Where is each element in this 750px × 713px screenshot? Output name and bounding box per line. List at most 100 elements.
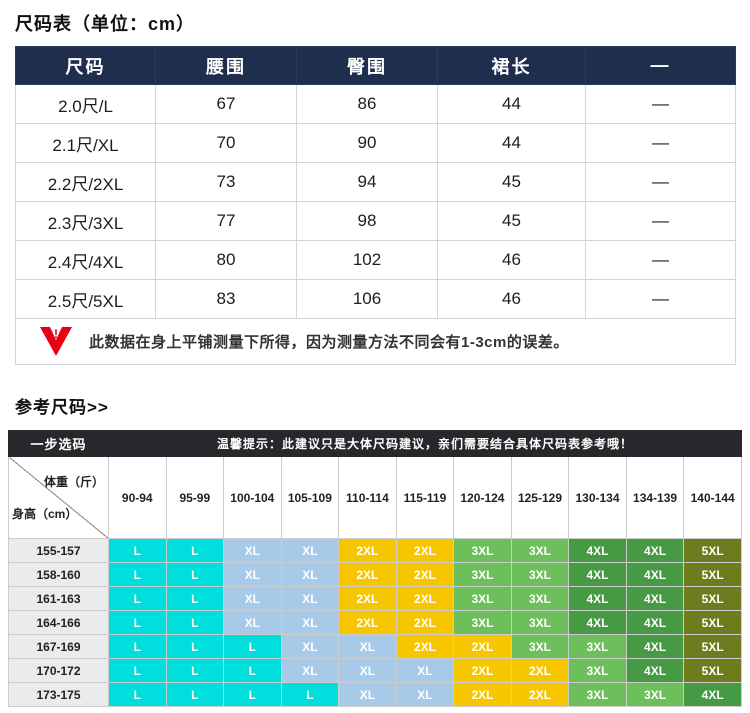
recommended-size-cell: 3XL bbox=[453, 586, 512, 611]
height-range-cell: 167-169 bbox=[8, 634, 109, 659]
recommended-size-cell: 2XL bbox=[395, 586, 455, 611]
recommended-size-cell: 3XL bbox=[568, 682, 627, 707]
measurement-cell: 45 bbox=[437, 201, 586, 241]
recommended-size-cell: XL bbox=[280, 538, 340, 563]
recommended-size-cell: 3XL bbox=[510, 586, 570, 611]
recommended-size-cell: 5XL bbox=[683, 562, 742, 587]
recommended-size-cell: L bbox=[165, 562, 225, 587]
recommended-size-cell: L bbox=[165, 658, 225, 683]
weight-range-header: 100-104 bbox=[223, 456, 282, 539]
recommended-size-cell: L bbox=[223, 682, 282, 707]
recommended-size-cell: XL bbox=[395, 658, 455, 683]
measurement-cell: 90 bbox=[296, 123, 438, 163]
weight-header-row: 体重（斤） 身高（cm） 90-94 95-99 100-104 105-109 110… bbox=[8, 456, 742, 539]
recommended-size-cell: XL bbox=[338, 634, 397, 659]
recommended-size-cell: 4XL bbox=[568, 562, 627, 587]
recommended-size-cell: L bbox=[108, 538, 167, 563]
height-range-cell: 155-157 bbox=[8, 538, 109, 563]
size-chart-section: 尺码表（单位：cm） 尺码 腰围 臀围 裙长 — 2.0尺/L 67 86 44—2.… bbox=[15, 14, 736, 365]
height-range-cell: 164-166 bbox=[8, 610, 109, 635]
col-header-length: 裙长 bbox=[437, 46, 586, 85]
recommended-size-cell: L bbox=[108, 562, 167, 587]
recommended-size-cell: 2XL bbox=[510, 658, 570, 683]
note-row: ! 此数据在身上平铺测量下所得，因为测量方法不同会有1-3cm的误差。 bbox=[15, 318, 736, 365]
recommended-size-cell: 4XL bbox=[683, 682, 742, 707]
weight-range-header: 90-94 bbox=[108, 456, 167, 539]
measurement-cell: 98 bbox=[296, 201, 438, 241]
size-table-row: 2.0尺/L 67 86 44— bbox=[15, 84, 736, 124]
recommended-size-cell: 2XL bbox=[395, 634, 455, 659]
col-header-waist: 腰围 bbox=[155, 46, 297, 85]
weight-range-header: 115-119 bbox=[395, 456, 455, 539]
measurement-cell: — bbox=[585, 84, 736, 124]
recommended-size-cell: 4XL bbox=[625, 634, 685, 659]
size-table-row: 2.1尺/XL 70 90 44— bbox=[15, 123, 736, 163]
size-table-header-row: 尺码 腰围 臀围 裙长 — bbox=[15, 46, 736, 85]
col-header-dash: — bbox=[585, 46, 736, 85]
col-header-size: 尺码 bbox=[15, 46, 156, 85]
measurement-cell: 44 bbox=[437, 84, 586, 124]
recommended-size-cell: 3XL bbox=[453, 538, 512, 563]
height-axis-label: 身高（cm） bbox=[12, 507, 78, 521]
height-range-cell: 158-160 bbox=[8, 562, 109, 587]
recommended-size-cell: L bbox=[108, 634, 167, 659]
recommended-size-cell: 4XL bbox=[568, 538, 627, 563]
measurement-cell: 102 bbox=[296, 240, 438, 280]
size-table-row: 2.4尺/4XL 80 102 46— bbox=[15, 240, 736, 280]
recommended-size-cell: 2XL bbox=[453, 634, 512, 659]
weight-range-header: 134-139 bbox=[625, 456, 685, 539]
height-range-cell: 161-163 bbox=[8, 586, 109, 611]
warm-tip-text: 温馨提示：此建议只是大体尺码建议，亲们需要结合具体尺码表参考哦！ bbox=[108, 430, 742, 457]
recommended-size-cell: 4XL bbox=[625, 658, 685, 683]
svg-text:!: ! bbox=[54, 327, 58, 341]
size-name-cell: 2.3尺/3XL bbox=[15, 201, 156, 241]
one-step-size-label: 一步选码 bbox=[8, 430, 109, 457]
col-header-hip: 臀围 bbox=[296, 46, 438, 85]
recommended-size-cell: 5XL bbox=[683, 538, 742, 563]
recommended-size-cell: L bbox=[108, 658, 167, 683]
size-table-row: 2.2尺/2XL 73 94 45— bbox=[15, 162, 736, 202]
recommended-size-cell: XL bbox=[223, 586, 282, 611]
size-name-cell: 2.0尺/L bbox=[15, 84, 156, 124]
recommended-size-cell: XL bbox=[338, 682, 397, 707]
measurement-cell: 45 bbox=[437, 162, 586, 202]
measurement-cell: 94 bbox=[296, 162, 438, 202]
recommended-size-cell: L bbox=[165, 682, 225, 707]
measurement-note: 此数据在身上平铺测量下所得，因为测量方法不同会有1-3cm的误差。 bbox=[89, 334, 569, 351]
recommended-size-cell: 2XL bbox=[338, 586, 397, 611]
ref-table-row: 155-157 L L XL XL 2XL 2XL 3XL 3XL 4XL 4XL 5XL bbox=[8, 538, 742, 563]
recommended-size-cell: XL bbox=[395, 682, 455, 707]
recommended-size-cell: 4XL bbox=[625, 610, 685, 635]
recommended-size-cell: L bbox=[165, 586, 225, 611]
recommended-size-cell: XL bbox=[223, 562, 282, 587]
recommended-size-cell: 2XL bbox=[338, 562, 397, 587]
recommended-size-cell: 4XL bbox=[625, 586, 685, 611]
weight-range-header: 130-134 bbox=[568, 456, 627, 539]
size-name-cell: 2.1尺/XL bbox=[15, 123, 156, 163]
weight-range-header: 110-114 bbox=[338, 456, 397, 539]
reference-size-table: 一步选码 温馨提示：此建议只是大体尺码建议，亲们需要结合具体尺码表参考哦！ 体重… bbox=[8, 430, 742, 707]
recommended-size-cell: 3XL bbox=[453, 610, 512, 635]
recommended-size-cell: 5XL bbox=[683, 586, 742, 611]
ref-table-row: 161-163 L L XL XL 2XL 2XL 3XL 3XL 4XL 4XL 5XL bbox=[8, 586, 742, 611]
ref-table-body: 155-157 L L XL XL 2XL 2XL 3XL 3XL 4XL 4XL 5XL 158-16… bbox=[8, 538, 742, 707]
measurement-cell: 73 bbox=[155, 162, 297, 202]
recommended-size-cell: 4XL bbox=[625, 562, 685, 587]
recommended-size-cell: 2XL bbox=[510, 682, 570, 707]
recommended-size-cell: 3XL bbox=[510, 538, 570, 563]
recommended-size-cell: L bbox=[165, 538, 225, 563]
recommended-size-cell: L bbox=[223, 634, 282, 659]
measurement-cell: 86 bbox=[296, 84, 438, 124]
ref-table-row: 167-169 L L L XL XL 2XL 2XL 3XL 3XL 4XL 5XL bbox=[8, 634, 742, 659]
size-name-cell: 2.4尺/4XL bbox=[15, 240, 156, 280]
measurement-cell: 106 bbox=[296, 279, 438, 319]
recommended-size-cell: 3XL bbox=[568, 634, 627, 659]
recommended-size-cell: L bbox=[108, 682, 167, 707]
measurement-cell: — bbox=[585, 201, 736, 241]
recommended-size-cell: 4XL bbox=[625, 538, 685, 563]
recommended-size-cell: 2XL bbox=[453, 658, 512, 683]
measurement-cell: 46 bbox=[437, 279, 586, 319]
measurement-cell: — bbox=[585, 162, 736, 202]
reference-size-section: 参考尺码>> 一步选码 温馨提示：此建议只是大体尺码建议，亲们需要结合具体尺码表… bbox=[0, 393, 750, 707]
recommended-size-cell: XL bbox=[223, 538, 282, 563]
